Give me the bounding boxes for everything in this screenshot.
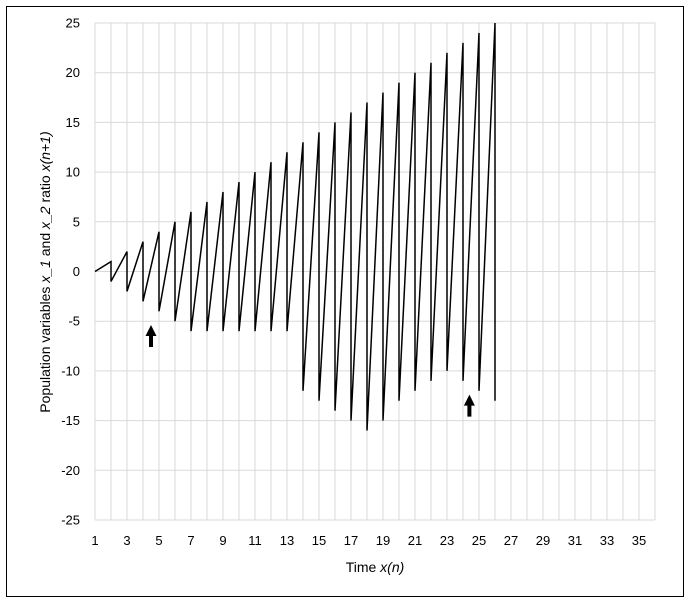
x-tick-label: 21 [408, 533, 422, 548]
x-tick-label: 9 [219, 533, 226, 548]
x-tick-label: 11 [248, 533, 262, 548]
y-tick-label: 0 [73, 264, 80, 279]
x-tick-label: 25 [472, 533, 486, 548]
x-tick-label: 23 [440, 533, 454, 548]
x-axis-title: Time x(n) [346, 559, 405, 575]
x-tick-label: 33 [600, 533, 614, 548]
x-tick-label: 13 [280, 533, 294, 548]
x-tick-label: 3 [123, 533, 130, 548]
y-tick-label: -10 [61, 363, 80, 378]
x-tick-label: 19 [376, 533, 390, 548]
x-tick-label: 7 [187, 533, 194, 548]
series-line [94, 22, 496, 431]
y-tick-label: -15 [61, 413, 80, 428]
y-axis-ticks: 25 20 15 10 5 0 -5 -10 -15 -20 -25 [61, 16, 80, 528]
x-axis-ticks: 1 3 5 7 9 11 13 15 17 19 21 23 25 27 29 31 33 35 [91, 533, 646, 548]
chart-frame [6, 6, 684, 597]
series-layer [94, 22, 496, 431]
x-tick-label: 15 [312, 533, 326, 548]
y-tick-label: 15 [66, 115, 80, 130]
x-tick-label: 29 [536, 533, 550, 548]
y-tick-label: 10 [66, 165, 80, 180]
y-tick-label: -5 [68, 314, 80, 329]
y-tick-label: 5 [73, 214, 80, 229]
y-axis-title: Population variables x_1 and x_2 ratio x… [37, 131, 53, 412]
up-arrow-annotation [145, 325, 157, 348]
annotation-layer [145, 325, 475, 417]
x-tick-label: 1 [91, 533, 98, 548]
y-tick-label: -20 [61, 463, 80, 478]
y-tick-label: 20 [66, 65, 80, 80]
x-tick-label: 35 [632, 533, 646, 548]
x-tick-label: 31 [568, 533, 582, 548]
x-tick-label: 17 [344, 533, 358, 548]
up-arrow-annotation [463, 394, 475, 417]
y-tick-label: 25 [66, 16, 80, 31]
y-tick-label: -25 [61, 513, 80, 528]
x-tick-label: 27 [504, 533, 518, 548]
x-tick-label: 5 [155, 533, 162, 548]
